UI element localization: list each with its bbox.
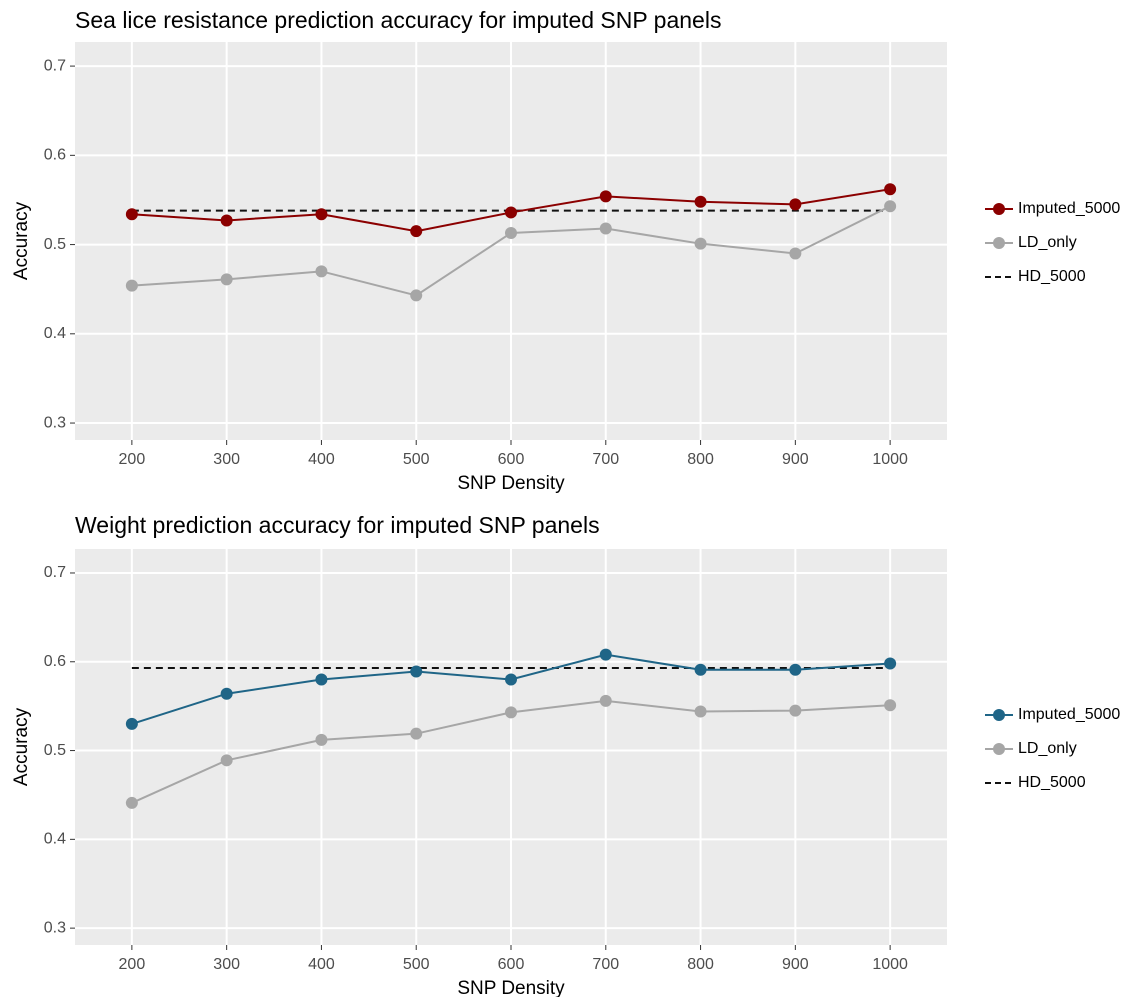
data-point — [789, 704, 802, 717]
x-axis-label: SNP Density — [457, 473, 565, 494]
data-point — [789, 663, 802, 676]
data-point — [694, 237, 707, 250]
legend-marker — [993, 203, 1005, 215]
legend-marker — [993, 709, 1005, 721]
data-point — [694, 663, 707, 676]
x-tick-label: 300 — [213, 451, 240, 468]
data-point — [884, 699, 897, 712]
legend-label: Imputed_5000 — [1018, 200, 1120, 217]
data-point — [220, 754, 233, 767]
chart-title: Sea lice resistance prediction accuracy … — [75, 7, 721, 33]
x-tick-label: 900 — [782, 956, 809, 973]
x-tick-label: 200 — [119, 451, 146, 468]
data-point — [694, 195, 707, 208]
legend-label: HD_5000 — [1018, 774, 1086, 791]
data-point — [125, 717, 138, 730]
y-axis-label: Accuracy — [11, 707, 32, 786]
data-point — [789, 198, 802, 211]
data-point — [315, 265, 328, 278]
data-point — [410, 727, 423, 740]
x-tick-label: 1000 — [872, 956, 908, 973]
data-point — [505, 226, 517, 239]
data-point — [220, 214, 233, 227]
x-tick-label: 400 — [308, 956, 335, 973]
x-tick-label: 800 — [687, 451, 714, 468]
x-tick-label: 900 — [782, 451, 809, 468]
x-tick-label: 500 — [403, 451, 430, 468]
data-point — [505, 673, 517, 686]
x-tick-label: 600 — [498, 451, 525, 468]
y-tick-label: 0.5 — [44, 742, 66, 759]
x-tick-label: 400 — [308, 451, 335, 468]
y-tick-label: 0.6 — [44, 653, 66, 670]
data-point — [505, 206, 517, 219]
x-tick-label: 700 — [592, 956, 619, 973]
y-tick-label: 0.6 — [44, 147, 66, 164]
legend-label: HD_5000 — [1018, 268, 1086, 285]
data-point — [220, 687, 233, 700]
data-point — [694, 705, 707, 718]
data-point — [220, 273, 233, 286]
data-point — [884, 200, 897, 213]
x-tick-label: 200 — [119, 956, 146, 973]
data-point — [410, 289, 423, 302]
x-tick-label: 300 — [213, 956, 240, 973]
x-tick-label: 1000 — [872, 451, 908, 468]
y-tick-label: 0.5 — [44, 236, 66, 253]
x-tick-label: 500 — [403, 956, 430, 973]
data-point — [315, 733, 328, 746]
data-point — [125, 208, 138, 221]
legend-label: LD_only — [1018, 234, 1077, 251]
legend-label: LD_only — [1018, 740, 1077, 757]
data-point — [125, 279, 138, 292]
y-tick-label: 0.3 — [44, 919, 66, 936]
x-tick-label: 800 — [687, 956, 714, 973]
data-point — [884, 657, 897, 670]
y-tick-label: 0.7 — [44, 564, 66, 581]
data-point — [410, 665, 423, 678]
legend-label: Imputed_5000 — [1018, 706, 1120, 723]
data-point — [315, 208, 328, 221]
legend-marker — [993, 743, 1005, 755]
data-point — [410, 225, 423, 238]
legend-marker — [993, 237, 1005, 249]
y-tick-label: 0.4 — [44, 325, 66, 342]
data-point — [599, 648, 612, 661]
x-tick-label: 700 — [592, 451, 619, 468]
data-point — [315, 673, 328, 686]
data-point — [789, 247, 802, 260]
data-point — [599, 694, 612, 707]
data-point — [505, 706, 517, 719]
data-point — [599, 222, 612, 235]
y-tick-label: 0.3 — [44, 414, 66, 431]
data-point — [599, 190, 612, 203]
data-point — [884, 183, 897, 196]
y-axis-label: Accuracy — [11, 201, 32, 280]
y-tick-label: 0.7 — [44, 57, 66, 74]
x-axis-label: SNP Density — [457, 978, 565, 997]
data-point — [125, 796, 138, 809]
y-tick-label: 0.4 — [44, 831, 66, 848]
x-tick-label: 600 — [498, 956, 525, 973]
chart-title: Weight prediction accuracy for imputed S… — [75, 512, 600, 538]
